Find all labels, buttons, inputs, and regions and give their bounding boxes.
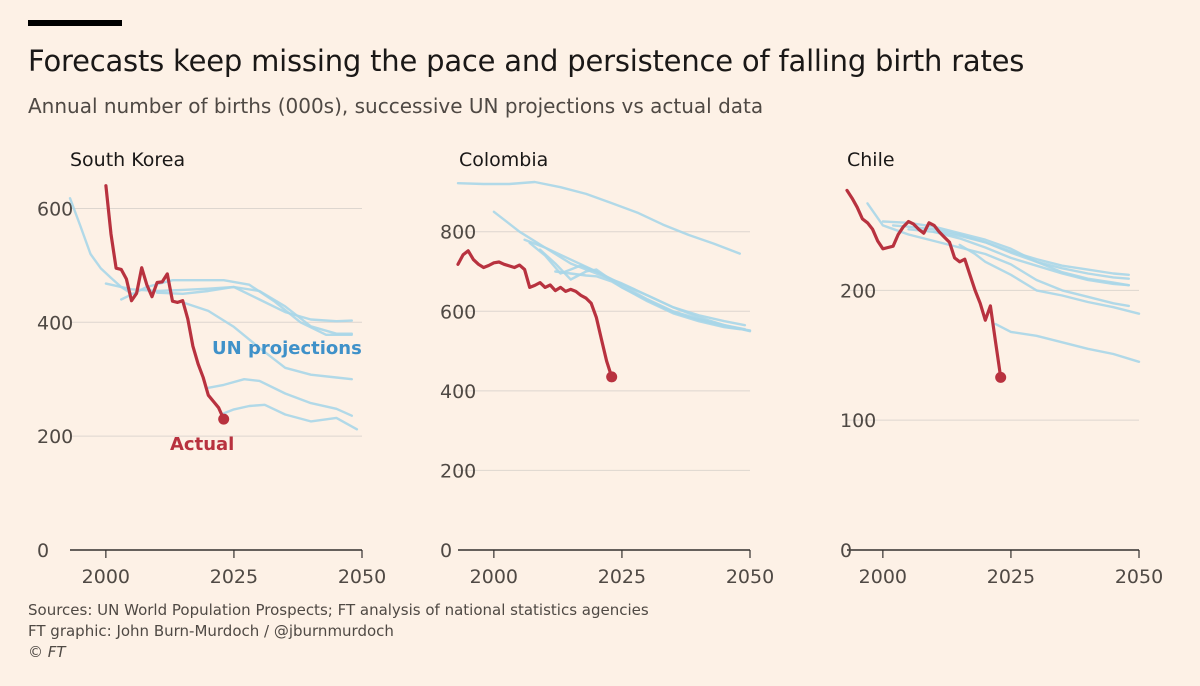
chart-title: Forecasts keep missing the pace and pers…	[28, 44, 1025, 78]
projection-series-line	[492, 210, 747, 327]
annotation-actual: Actual	[170, 434, 234, 455]
projection-series-line	[907, 228, 1131, 276]
panel-title: South Korea	[70, 149, 185, 171]
footer: Sources: UN World Population Prospects; …	[28, 600, 649, 663]
x-tick-label: 2025	[210, 566, 258, 588]
panel-title: Colombia	[459, 149, 548, 171]
actual-series-line	[845, 188, 1003, 379]
projection-series-line	[181, 301, 353, 381]
brand-bar	[28, 20, 122, 26]
y-tick-label: 0	[840, 540, 852, 562]
sources-note: Sources: UN World Population Prospects; …	[28, 601, 649, 619]
y-tick-label: 0	[440, 540, 452, 562]
panel-south-korea: South Korea 0 200 400 600 2000 2025 2050 UN pro…	[37, 149, 386, 588]
actual-series-line	[456, 249, 614, 379]
x-tick-label: 2000	[859, 566, 907, 588]
actual-endpoint-dot	[606, 371, 618, 383]
panel-chile: Chile 0 100 200 2000 2025 2050	[840, 149, 1163, 588]
actual-series-line	[104, 184, 226, 421]
annotation-un-projections: UN projections	[212, 338, 362, 359]
y-tick-label: 200	[840, 280, 876, 302]
projection-series-line	[994, 322, 1141, 363]
projection-series-line	[958, 243, 1141, 315]
y-tick-label: 200	[440, 460, 476, 482]
projection-series-line	[68, 196, 133, 295]
actual-endpoint-dot	[218, 413, 230, 425]
x-tick-label: 2050	[726, 566, 774, 588]
y-tick-label: 200	[37, 426, 73, 448]
projection-series-line	[866, 202, 1131, 308]
y-tick-label: 600	[440, 301, 476, 323]
x-tick-label: 2000	[470, 566, 518, 588]
panel-colombia: Colombia 0 200 400 600 800 2000 2025 2050	[440, 149, 774, 588]
actual-endpoint-dot	[995, 371, 1007, 383]
projection-series-line	[554, 270, 752, 332]
projection-series-line	[456, 180, 741, 255]
chart-subtitle: Annual number of births (000s), successi…	[28, 94, 764, 118]
projection-series-line	[881, 220, 1131, 287]
y-tick-label: 800	[440, 222, 476, 244]
y-tick-label: 100	[840, 410, 876, 432]
x-tick-label: 2025	[987, 566, 1035, 588]
x-tick-label: 2050	[338, 566, 386, 588]
panel-title: Chile	[847, 149, 895, 171]
projection-series-line	[222, 403, 359, 431]
y-tick-label: 400	[37, 312, 73, 334]
x-tick-label: 2050	[1115, 566, 1163, 588]
y-tick-label: 400	[440, 381, 476, 403]
x-tick-label: 2025	[598, 566, 646, 588]
projection-series-line	[207, 378, 353, 417]
x-tick-label: 2000	[82, 566, 130, 588]
y-tick-label: 0	[37, 540, 49, 562]
projection-series-line	[155, 285, 353, 335]
projection-series-line	[932, 230, 1131, 287]
y-tick-label: 600	[37, 198, 73, 220]
copyright-note: © FT	[28, 643, 66, 661]
credit-note: FT graphic: John Burn-Murdoch / @jburnmu…	[28, 622, 394, 640]
